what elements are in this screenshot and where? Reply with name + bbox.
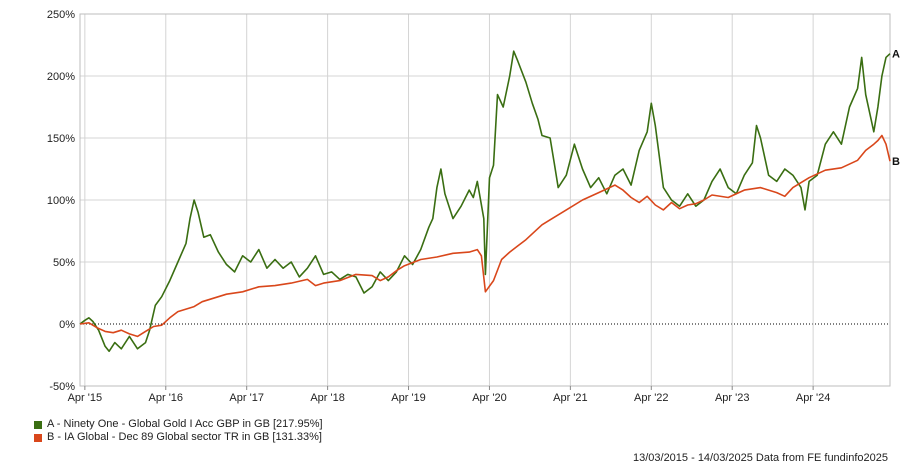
y-tick-label: 250% xyxy=(47,9,75,21)
legend-item-a: A - Ninety One - Global Gold I Acc GBP i… xyxy=(34,418,323,431)
series-end-label-a: A xyxy=(892,49,900,61)
x-tick-label: Apr '17 xyxy=(229,392,264,404)
legend-label-a: A - Ninety One - Global Gold I Acc GBP i… xyxy=(47,418,323,430)
series-end-label-b: B xyxy=(892,156,900,168)
x-tick-label: Apr '24 xyxy=(796,392,831,404)
x-tick-label: Apr '19 xyxy=(391,392,426,404)
y-tick-label: 100% xyxy=(47,195,75,207)
series-line-a xyxy=(79,50,891,353)
plot-border xyxy=(79,13,891,387)
performance-chart: 250% 200% 150% 100% 50% 0% -50%Apr '15 Apr '16 A… xyxy=(47,9,900,404)
legend: A - Ninety One - Global Gold I Acc GBP i… xyxy=(34,418,323,444)
x-tick-label: Apr '20 xyxy=(472,392,507,404)
grid-lines xyxy=(80,13,890,387)
y-tick-label: 150% xyxy=(47,133,75,145)
axes xyxy=(79,13,891,390)
y-tick-label: 50% xyxy=(53,257,75,269)
x-tick-label: Apr '18 xyxy=(310,392,345,404)
series-line-b xyxy=(79,134,891,338)
y-tick-label: 0% xyxy=(59,319,75,331)
series-lines xyxy=(79,50,891,353)
legend-label-b: B - IA Global - Dec 89 Global sector TR … xyxy=(47,431,322,443)
x-tick-label: Apr '22 xyxy=(634,392,669,404)
legend-swatch-a xyxy=(34,420,42,429)
tick-labels: 250% 200% 150% 100% 50% 0% -50%Apr '15 Apr '16 A… xyxy=(47,9,900,404)
x-tick-label: Apr '21 xyxy=(553,392,588,404)
x-tick-label: Apr '15 xyxy=(68,392,103,404)
y-tick-label: -50% xyxy=(49,381,75,393)
y-tick-label: 200% xyxy=(47,71,75,83)
x-tick-label: Apr '16 xyxy=(149,392,184,404)
legend-item-b: B - IA Global - Dec 89 Global sector TR … xyxy=(34,431,323,444)
x-tick-label: Apr '23 xyxy=(715,392,750,404)
legend-swatch-b xyxy=(34,433,42,442)
data-source-footer: 13/03/2015 - 14/03/2025 Data from FE fun… xyxy=(632,452,888,464)
